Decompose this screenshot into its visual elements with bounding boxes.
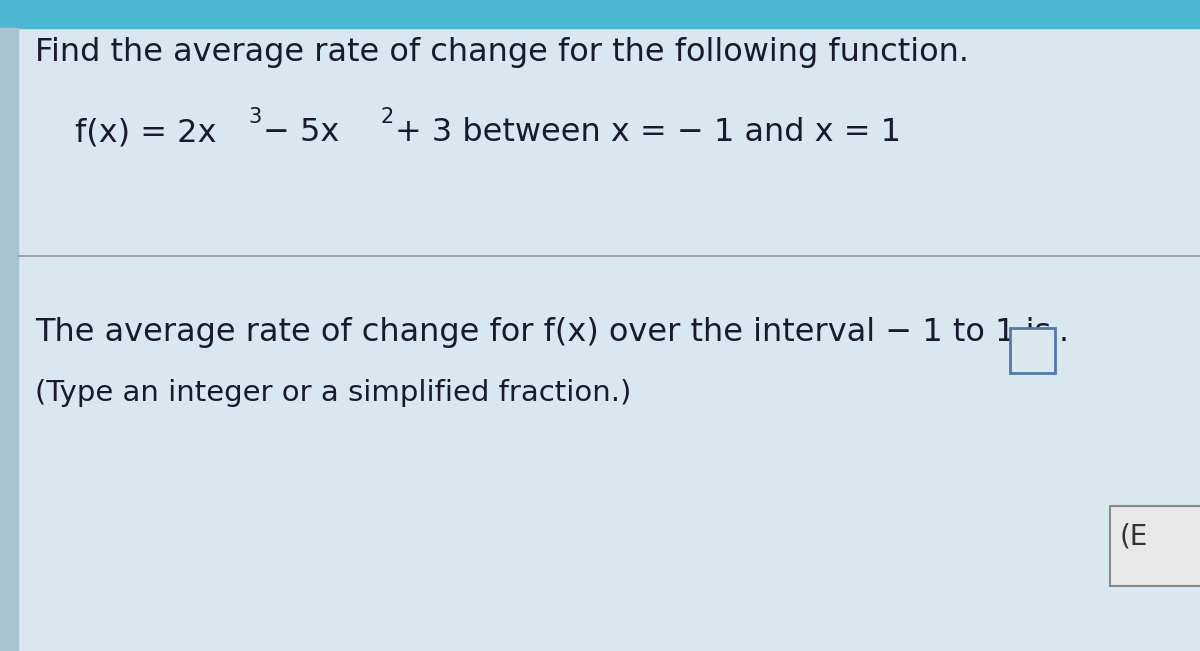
Bar [0, 0, 1200, 28]
Text: .: . [1060, 317, 1069, 348]
Bar [1010, 328, 1055, 373]
Text: (Type an integer or a simplified fraction.): (Type an integer or a simplified fractio… [35, 379, 631, 407]
Text: − 5x: − 5x [263, 117, 340, 148]
Text: The average rate of change for f(x) over the interval − 1 to 1 is: The average rate of change for f(x) over… [35, 317, 1051, 348]
Bar [0, 28, 18, 651]
Text: f(x) = 2x: f(x) = 2x [74, 117, 217, 148]
Text: 2: 2 [382, 107, 395, 127]
Bar [1110, 506, 1200, 586]
Text: 3: 3 [248, 107, 262, 127]
Text: Find the average rate of change for the following function.: Find the average rate of change for the … [35, 37, 970, 68]
Text: (E: (E [1120, 522, 1148, 550]
Text: + 3 between x = − 1 and x = 1: + 3 between x = − 1 and x = 1 [395, 117, 901, 148]
